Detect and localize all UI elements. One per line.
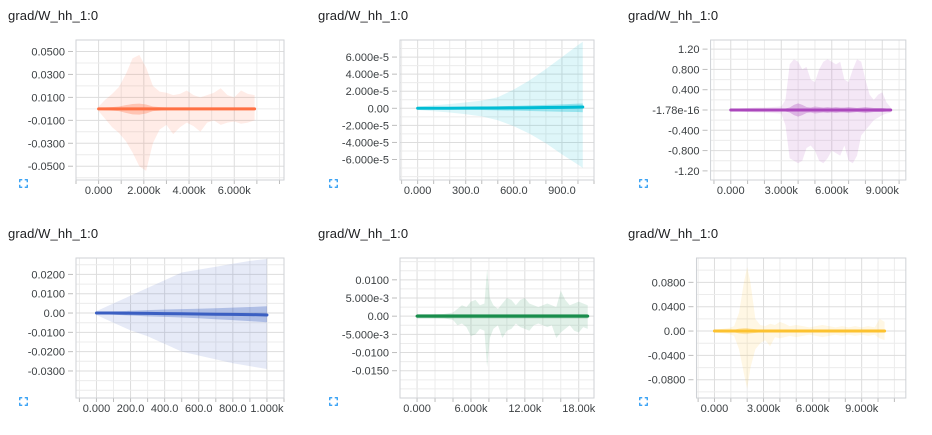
svg-text:0.0800: 0.0800	[652, 277, 686, 289]
chart-title: grad/W_hh_1:0	[8, 226, 99, 241]
svg-text:-0.0400: -0.0400	[648, 350, 685, 362]
fullscreen-icon	[18, 178, 28, 188]
expand-chart-button[interactable]	[13, 173, 33, 193]
svg-text:200.0: 200.0	[117, 403, 145, 415]
svg-text:1.000k: 1.000k	[250, 403, 284, 415]
svg-text:18.00k: 18.00k	[562, 403, 596, 415]
svg-text:1.20: 1.20	[678, 44, 700, 56]
fullscreen-icon	[638, 178, 648, 188]
svg-text:6.000k: 6.000k	[218, 185, 252, 197]
svg-text:4.000e-5: 4.000e-5	[346, 69, 389, 81]
svg-text:-6.000e-5: -6.000e-5	[342, 155, 389, 167]
svg-text:6.000k: 6.000k	[796, 403, 830, 415]
chart-card-3: grad/W_hh_1:0 1.20 0.800 0.400 -1.78e-16 -0.…	[620, 0, 932, 217]
svg-text:0.400: 0.400	[672, 85, 700, 97]
svg-text:0.0400: 0.0400	[652, 302, 686, 314]
svg-text:0.000: 0.000	[701, 403, 729, 415]
svg-text:5.000e-3: 5.000e-3	[346, 293, 389, 305]
svg-text:9.000k: 9.000k	[866, 185, 900, 197]
svg-text:600.0: 600.0	[185, 403, 213, 415]
svg-text:-0.0300: -0.0300	[28, 138, 65, 150]
expand-chart-button[interactable]	[323, 391, 343, 411]
svg-text:-0.0300: -0.0300	[28, 366, 65, 378]
svg-text:2.000k: 2.000k	[127, 185, 161, 197]
fullscreen-icon	[638, 396, 648, 406]
svg-text:-0.0150: -0.0150	[352, 366, 389, 378]
chart-title: grad/W_hh_1:0	[628, 226, 719, 241]
svg-text:0.0200: 0.0200	[31, 269, 65, 281]
svg-text:0.000: 0.000	[404, 185, 432, 197]
chart-plot[interactable]: 0.0500 0.0300 0.0100 -0.0100 -0.0300 -0.0500 0…	[0, 0, 310, 217]
svg-text:0.00: 0.00	[368, 103, 389, 115]
svg-text:-0.0500: -0.0500	[28, 161, 65, 173]
svg-text:0.000: 0.000	[403, 403, 431, 415]
chart-card-1: grad/W_hh_1:0 0.0500 0.0300 0.0100 -0.0100 -…	[0, 0, 310, 217]
svg-text:0.0100: 0.0100	[31, 289, 65, 301]
chart-card-6: grad/W_hh_1:0 0.0800 0.0400 0.00 -0.0400 -0.…	[620, 218, 932, 435]
chart-plot[interactable]: 0.0100 5.000e-3 0.00 -5.000e-3 -0.0100 -0.015…	[310, 218, 620, 435]
expand-chart-button[interactable]	[633, 173, 653, 193]
svg-text:-0.0100: -0.0100	[352, 348, 389, 360]
svg-text:-0.0200: -0.0200	[28, 347, 65, 359]
svg-text:-0.0100: -0.0100	[28, 115, 65, 127]
chart-title: grad/W_hh_1:0	[8, 8, 99, 23]
svg-text:0.0500: 0.0500	[31, 46, 65, 58]
svg-text:400.0: 400.0	[151, 403, 179, 415]
expand-chart-button[interactable]	[633, 391, 653, 411]
svg-text:-0.0100: -0.0100	[28, 327, 65, 339]
svg-text:0.00: 0.00	[44, 308, 65, 320]
svg-text:3.000k: 3.000k	[747, 403, 781, 415]
chart-title: grad/W_hh_1:0	[318, 8, 409, 23]
svg-text:0.0300: 0.0300	[31, 69, 65, 81]
svg-text:6.000e-5: 6.000e-5	[346, 52, 389, 64]
fullscreen-icon	[328, 396, 338, 406]
svg-text:0.800: 0.800	[672, 64, 700, 76]
svg-text:-4.000e-5: -4.000e-5	[342, 137, 389, 149]
chart-card-5: grad/W_hh_1:0 0.0100 5.000e-3 0.00 -5.000e-…	[310, 218, 620, 435]
chart-plot[interactable]: 1.20 0.800 0.400 -1.78e-16 -0.400 -0.800 -1.20…	[620, 0, 932, 217]
svg-text:0.000: 0.000	[85, 185, 113, 197]
svg-text:0.000: 0.000	[717, 185, 745, 197]
chart-title: grad/W_hh_1:0	[628, 8, 719, 23]
svg-text:-1.78e-16: -1.78e-16	[652, 105, 699, 117]
svg-text:-2.000e-5: -2.000e-5	[342, 120, 389, 132]
svg-text:600.0: 600.0	[500, 185, 528, 197]
svg-text:4.000k: 4.000k	[173, 185, 207, 197]
svg-text:-0.0800: -0.0800	[648, 375, 685, 387]
svg-text:12.00k: 12.00k	[508, 403, 542, 415]
svg-text:-0.400: -0.400	[668, 125, 699, 137]
svg-text:9.000k: 9.000k	[845, 403, 879, 415]
chart-card-4: grad/W_hh_1:0 0.0200 0.0100 0.00 -0.0100 -0.…	[0, 218, 310, 435]
expand-chart-button[interactable]	[13, 391, 33, 411]
svg-text:900.0: 900.0	[548, 185, 576, 197]
svg-text:0.0100: 0.0100	[355, 275, 389, 287]
svg-text:0.000: 0.000	[83, 403, 111, 415]
chart-plot[interactable]: 6.000e-5 4.000e-5 2.000e-5 0.00 -2.000e-5 -4.…	[310, 0, 620, 217]
svg-text:-1.20: -1.20	[674, 166, 699, 178]
svg-text:800.0: 800.0	[219, 403, 247, 415]
fullscreen-icon	[18, 396, 28, 406]
expand-chart-button[interactable]	[323, 173, 343, 193]
chart-plot[interactable]: 0.0800 0.0400 0.00 -0.0400 -0.0800 0.000 3.000…	[620, 218, 932, 435]
svg-text:0.00: 0.00	[664, 326, 686, 338]
svg-text:-0.800: -0.800	[668, 146, 699, 158]
svg-text:6.000k: 6.000k	[454, 403, 488, 415]
svg-text:3.000k: 3.000k	[765, 185, 799, 197]
chart-title: grad/W_hh_1:0	[318, 226, 409, 241]
svg-text:2.000e-5: 2.000e-5	[346, 86, 389, 98]
svg-text:6.000k: 6.000k	[815, 185, 849, 197]
chart-plot[interactable]: 0.0200 0.0100 0.00 -0.0100 -0.0200 -0.0300 0.0…	[0, 218, 310, 435]
svg-text:0.00: 0.00	[368, 311, 389, 323]
chart-card-2: grad/W_hh_1:0 6.000e-5 4.000e-5 2.000e-5 0.…	[310, 0, 620, 217]
svg-text:0.0100: 0.0100	[31, 92, 65, 104]
fullscreen-icon	[328, 178, 338, 188]
svg-text:300.0: 300.0	[452, 185, 480, 197]
svg-text:-5.000e-3: -5.000e-3	[342, 329, 389, 341]
